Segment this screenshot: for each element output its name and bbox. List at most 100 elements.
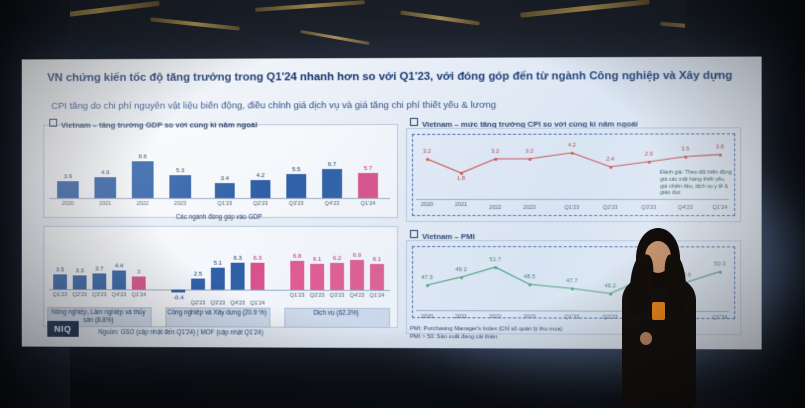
bar-agri-q124 — [131, 276, 146, 290]
x-tick-label: Q3'23 — [641, 205, 657, 212]
pmi-value-label: 49.2 — [455, 267, 467, 274]
bar-ind-q123 — [171, 289, 186, 293]
cpi-value-label: 3.5 — [681, 146, 690, 153]
bar-gdp-2021 — [94, 177, 117, 199]
checkbox-icon — [410, 117, 419, 126]
x-tick-label: Q2'23 — [190, 300, 206, 307]
cpi-value-label: 2.9 — [644, 151, 653, 158]
cpi-value-label: 3.2 — [422, 148, 432, 155]
gdp-growth-title: Vietnam – tăng trưởng GDP so với cùng kì… — [49, 118, 257, 130]
bar-gdp-q223 — [250, 180, 271, 199]
bar-gdp-q423 — [322, 169, 343, 199]
cpi-value-label: 4.2 — [567, 142, 576, 149]
x-tick-label: Q3'23 — [329, 292, 345, 299]
pmi-value-label: 51.7 — [489, 257, 501, 264]
bar-value-label: 5.3 — [175, 167, 185, 175]
bar-value-label: 5.1 — [213, 259, 223, 267]
bar-svc-q323 — [330, 262, 345, 290]
bar-gdp-2020 — [57, 181, 79, 199]
x-tick-label: 2021 — [454, 201, 468, 209]
bar-value-label: 6.2 — [332, 254, 342, 262]
bar-value-label: 3 — [137, 268, 141, 276]
bar-svc-q423 — [350, 259, 365, 290]
x-tick-label: Q1'24 — [369, 292, 385, 299]
x-tick-label: Q4'23 — [324, 201, 340, 207]
bar-svc-q124 — [370, 263, 385, 290]
x-tick-label: Q1'23 — [52, 292, 68, 299]
group-caption-services: Dịch vụ (62.3%) — [313, 309, 359, 317]
x-tick-label: 2023 — [523, 205, 536, 212]
x-tick-label: Q1'24 — [712, 205, 728, 212]
bar-agri-q323 — [92, 273, 107, 290]
pmi-value-label: 48.5 — [523, 274, 536, 281]
x-tick-label: 2020 — [420, 201, 434, 209]
bar-ind-q124 — [250, 262, 265, 290]
x-tick-label: Q4'23 — [111, 292, 127, 299]
bar-agri-q223 — [72, 275, 87, 290]
bar-value-label: 6.7 — [327, 161, 337, 169]
gdp-contribution-title: Các ngành đóng góp vào GDP — [175, 213, 262, 221]
x-tick-label: Q3'23 — [288, 201, 304, 207]
bar-value-label: 2.5 — [193, 270, 203, 278]
pmi-point — [426, 284, 430, 288]
x-tick-label: Q2'23 — [253, 201, 268, 207]
x-tick-label: Q1'24 — [250, 300, 265, 307]
bar-value-label: 6.8 — [292, 252, 302, 260]
x-tick-label: Q1'23 — [217, 201, 233, 207]
bar-ind-q423 — [230, 262, 245, 290]
x-tick-label: Q4'23 — [230, 300, 245, 307]
niq-logo: NIQ — [47, 320, 79, 337]
x-tick-label: Q2'23 — [309, 292, 325, 299]
gdp-growth-axis — [49, 197, 390, 200]
bar-value-label: 5.5 — [291, 166, 301, 174]
pmi-point — [570, 287, 574, 291]
x-tick-label: Q1'24 — [360, 201, 376, 207]
bar-value-label: 6.1 — [312, 255, 322, 263]
bar-ind-q223 — [191, 278, 205, 290]
bar-value-label: 5.7 — [363, 165, 373, 173]
bar-gdp-q124 — [358, 173, 379, 199]
x-tick-label: 2023 — [174, 201, 187, 207]
checkbox-icon — [410, 230, 419, 239]
bar-value-label: 6.1 — [372, 255, 382, 263]
x-tick-label: 2020 — [61, 201, 75, 207]
pmi-value-label: 47.7 — [566, 278, 578, 285]
pmi-point — [528, 283, 532, 287]
bar-value-label: 4.9 — [101, 169, 110, 177]
x-tick-label: 2021 — [454, 314, 468, 321]
bar-value-label: 3.4 — [220, 175, 230, 183]
x-tick-label: Q1'24 — [131, 292, 147, 299]
speaker-hand — [640, 332, 652, 345]
bar-value-label: 3.9 — [63, 173, 73, 181]
x-tick-label: Q4'23 — [677, 205, 693, 212]
bar-agri-q423 — [112, 270, 126, 290]
cpi-annotation: Đánh giá: Theo dõi biến động giá các mặt… — [659, 169, 732, 197]
bar-value-label: 6.3 — [253, 254, 262, 262]
x-tick-label: Q4'23 — [349, 292, 365, 299]
cpi-value-label: 3.2 — [525, 148, 534, 155]
cpi-value-label: 1.8 — [457, 175, 466, 182]
bar-svc-q223 — [310, 263, 325, 290]
bar-gdp-2023 — [169, 175, 192, 199]
bar-value-label: 6.9 — [352, 251, 362, 259]
group-caption-industry: Công nghiệp và Xây dựng (20.9 %) — [167, 309, 267, 317]
bar-value-label: 3.7 — [95, 265, 104, 273]
x-tick-label: Q1'23 — [289, 292, 305, 299]
bar-value-label: 3.5 — [55, 266, 65, 274]
pmi-value-label: 47.3 — [421, 275, 433, 282]
bar-value-label: 3.3 — [75, 267, 84, 275]
slide-subtitle: CPI tăng do chi phí nguyên vật liệu biến… — [51, 99, 497, 112]
x-tick-label: 2022 — [136, 201, 149, 207]
x-tick-label: Q3'23 — [210, 300, 226, 307]
pmi-point — [494, 266, 498, 270]
checkbox-icon — [49, 118, 58, 127]
x-tick-label: 2020 — [420, 314, 434, 321]
x-tick-label: Q2'23 — [602, 205, 618, 212]
bar-ind-q323 — [210, 267, 225, 290]
bar-value-label: 4.4 — [114, 262, 124, 270]
speaker — [600, 228, 720, 408]
x-tick-label: 2021 — [99, 201, 112, 207]
x-tick-label: Q2'23 — [72, 292, 87, 299]
bar-gdp-q123 — [214, 183, 235, 199]
